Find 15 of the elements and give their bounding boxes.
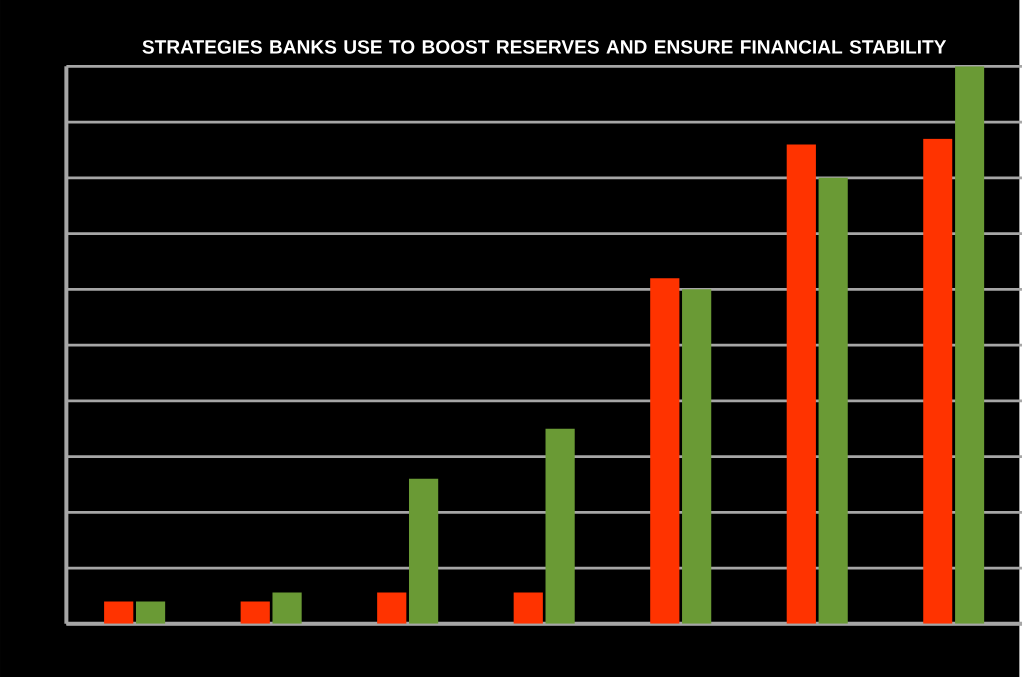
bar <box>682 289 712 624</box>
bar <box>786 144 816 624</box>
chart-title: STRATEGIES BANKS USE TO BOOST RESERVES AND ENSURE FINANCIAL STABILITY <box>142 40 947 54</box>
bar <box>104 601 134 624</box>
bar <box>818 177 848 624</box>
bar <box>513 592 543 624</box>
bar <box>955 66 985 624</box>
bar <box>545 428 575 624</box>
bar <box>409 478 439 624</box>
bar <box>135 601 166 624</box>
bar <box>377 592 407 624</box>
bar <box>272 592 302 624</box>
bar <box>240 601 270 624</box>
bar <box>923 138 953 624</box>
bar <box>650 278 680 624</box>
